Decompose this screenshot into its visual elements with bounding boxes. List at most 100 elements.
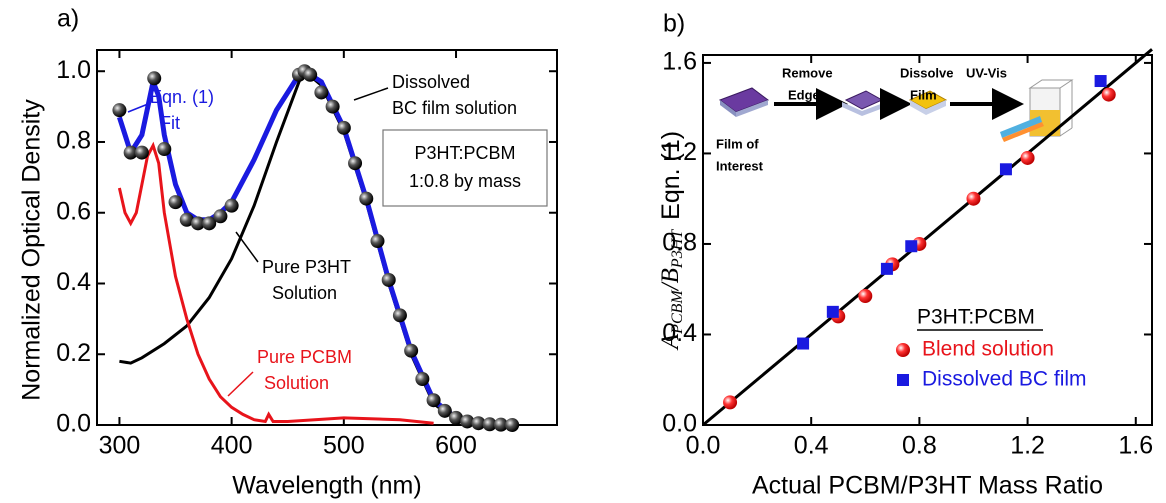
x-tick-label: 0.4 (794, 432, 829, 460)
data-point (471, 416, 486, 431)
x-tick-label: 400 (211, 432, 253, 460)
annotation: Solution (272, 283, 337, 303)
x-tick-label: 0.0 (686, 432, 721, 460)
data-point (190, 216, 205, 231)
annotation: Solution (264, 373, 329, 393)
data-point (966, 191, 981, 206)
data-point (202, 216, 217, 231)
y-tick-label: 0.8 (662, 229, 697, 257)
y-tick-label: 0.2 (56, 339, 91, 367)
y-axis-label: Normalized Optical Density (18, 99, 46, 401)
annotation-arrow (127, 103, 149, 113)
x-tick-label: 1.6 (1118, 432, 1153, 460)
box-text: 1:0.8 by mass (409, 171, 521, 191)
data-point (303, 67, 318, 82)
data-point (336, 120, 351, 135)
data-point (168, 195, 183, 210)
data-point (147, 71, 162, 86)
y-tick-label: 0.4 (56, 268, 91, 296)
data-point (797, 337, 810, 350)
annotation: Fit (160, 113, 180, 133)
data-point (505, 418, 520, 432)
y-axis-label-part: P3HT (669, 229, 686, 269)
data-point (314, 85, 329, 100)
data-point (482, 417, 497, 432)
data-point (426, 393, 441, 408)
inset-diagram (718, 79, 1074, 142)
data-point (905, 240, 918, 253)
data-point (179, 212, 194, 227)
y-tick-label: 1.6 (662, 48, 697, 76)
y-axis-label-part: Eqn. (1) (657, 131, 685, 220)
data-point (449, 410, 464, 425)
data-point (723, 395, 738, 410)
x-tick-label: 600 (435, 432, 477, 460)
x-tick-label: 0.8 (902, 432, 937, 460)
legend-title: P3HT:PCBM (917, 306, 1035, 329)
data-point (123, 145, 138, 160)
inset-label: Film of (716, 136, 759, 151)
data-point (381, 272, 396, 287)
panel-label: a) (57, 5, 79, 33)
box-text: P3HT:PCBM (414, 143, 515, 163)
data-point (999, 163, 1012, 176)
annotation-arrow (235, 231, 259, 263)
data-point (157, 142, 172, 157)
y-tick-label: 1.2 (662, 138, 697, 166)
data-point (460, 414, 475, 429)
inset-label: UV-Vis (966, 65, 1007, 80)
annotation-arrow (353, 87, 389, 101)
legend-marker (896, 343, 910, 357)
data-point (213, 209, 228, 224)
x-tick-label: 1.2 (1010, 432, 1045, 460)
data-point (370, 234, 385, 249)
spectrum-line (117, 141, 434, 425)
y-axis-label-part: PCBM (669, 289, 686, 335)
data-point (493, 417, 508, 432)
annotation: Pure P3HT (262, 257, 351, 277)
annotation-box (382, 129, 548, 207)
annotation-arrow (227, 371, 254, 397)
y-axis-label: APCBM/BP3HT Eqn. (1) (657, 131, 686, 351)
data-point (826, 305, 839, 318)
data-point (1094, 75, 1107, 88)
y-tick-label: 0.0 (56, 410, 91, 438)
data-point (224, 198, 239, 213)
plot-frame (96, 49, 558, 426)
y-axis-label-part: A (657, 333, 684, 351)
data-point (359, 191, 374, 206)
y-tick-label: 0.8 (56, 127, 91, 155)
inset-label: Film (910, 87, 937, 102)
legend-marker (897, 374, 909, 386)
x-tick-label: 500 (323, 432, 365, 460)
data-point (134, 145, 149, 160)
annotation: Pure PCBM (257, 347, 352, 367)
x-axis-label: Actual PCBM/P3HT Mass Ratio (752, 472, 1103, 500)
data-point (437, 403, 452, 418)
legend-label: Dissolved BC film (922, 368, 1087, 391)
annotation: Eqn. (1) (150, 87, 214, 107)
data-point (1020, 150, 1035, 165)
y-tick-label: 0.0 (662, 410, 697, 438)
fit-line (702, 48, 1153, 427)
plot-frame (702, 54, 1153, 426)
y-tick-label: 1.0 (56, 56, 91, 84)
inset-label: Edges (788, 87, 827, 102)
x-tick-label: 300 (99, 432, 141, 460)
data-point (112, 103, 127, 118)
data-point (325, 99, 340, 114)
data-point (880, 262, 893, 275)
data-point (858, 289, 873, 304)
inset-label: Dissolve (900, 65, 953, 80)
data-point (348, 156, 363, 171)
data-point (415, 372, 430, 387)
inset-label: Interest (716, 158, 764, 173)
y-tick-label: 0.6 (56, 197, 91, 225)
legend-label: Blend solution (922, 338, 1054, 361)
panel-label: b) (663, 10, 685, 38)
data-point (404, 343, 419, 358)
y-tick-label: 0.4 (662, 319, 697, 347)
annotation: Dissolved (392, 72, 470, 92)
data-point (1101, 87, 1116, 102)
